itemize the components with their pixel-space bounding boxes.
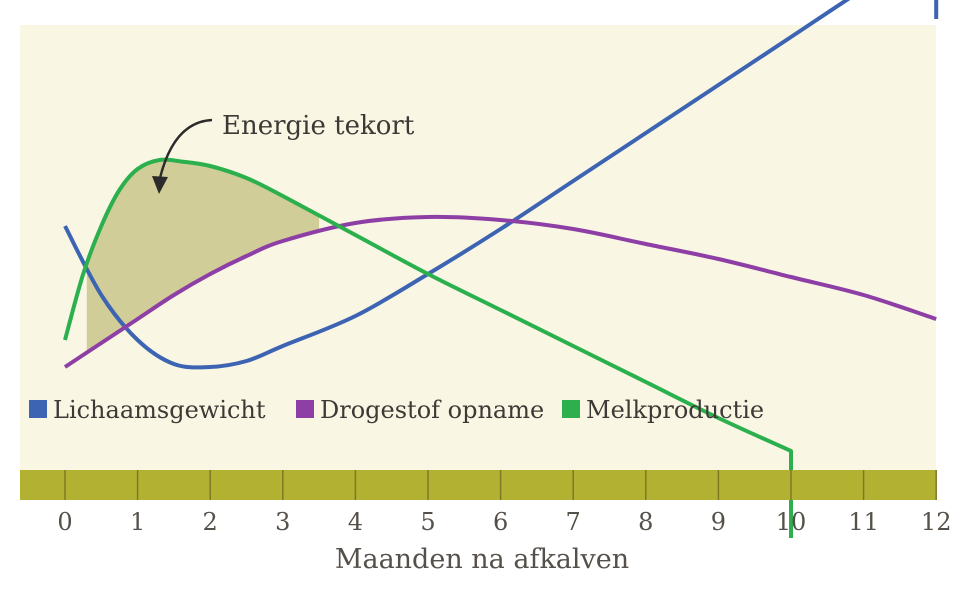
month-timeline-bar [20, 470, 936, 500]
x-tick-label-1: 1 [130, 508, 145, 536]
x-tick-label-6: 6 [493, 508, 508, 536]
energy-deficit-area [86, 160, 320, 353]
legend-swatch-melkproductie [562, 400, 580, 418]
series-line-melkproductie [63, 157, 793, 538]
legend: Lichaamsgewicht Drogestof opname Melkpro… [29, 396, 764, 424]
annotation-arrowhead-icon [152, 176, 168, 194]
legend-swatch-lichaamsgewicht [29, 400, 47, 418]
legend-label-lichaamsgewicht: Lichaamsgewicht [53, 396, 266, 424]
legend-label-melkproductie: Melkproductie [586, 396, 764, 424]
legend-item-drogestof-opname: Drogestof opname [296, 396, 544, 424]
x-tick-label-4: 4 [348, 508, 363, 536]
timeline-dividers [64, 470, 937, 500]
x-tick-label-11: 11 [848, 508, 879, 536]
x-tick-label-9: 9 [711, 508, 726, 536]
annotation-arrow [158, 118, 213, 179]
series-line-drogestof-opname [63, 214, 937, 369]
x-tick-label-10: 10 [776, 508, 807, 536]
x-tick-label-12: 12 [921, 508, 952, 536]
legend-item-melkproductie: Melkproductie [562, 396, 764, 424]
x-axis-title: Maanden na afkalven [335, 544, 629, 575]
x-tick-label-7: 7 [566, 508, 581, 536]
x-tick-label-3: 3 [275, 508, 290, 536]
energy-deficit-annotation: Energie tekort [152, 111, 415, 194]
annotation-label: Energie tekort [222, 111, 415, 141]
legend-item-lichaamsgewicht: Lichaamsgewicht [29, 396, 266, 424]
x-tick-label-8: 8 [638, 508, 653, 536]
x-axis-ticks: 0 1 2 3 4 5 6 7 8 9 10 11 12 [57, 508, 951, 536]
legend-label-drogestof-opname: Drogestof opname [320, 396, 544, 424]
x-tick-label-0: 0 [57, 508, 72, 536]
x-tick-label-2: 2 [203, 508, 218, 536]
legend-swatch-drogestof-opname [296, 400, 314, 418]
x-tick-label-5: 5 [420, 508, 435, 536]
series-lines [63, 0, 939, 538]
